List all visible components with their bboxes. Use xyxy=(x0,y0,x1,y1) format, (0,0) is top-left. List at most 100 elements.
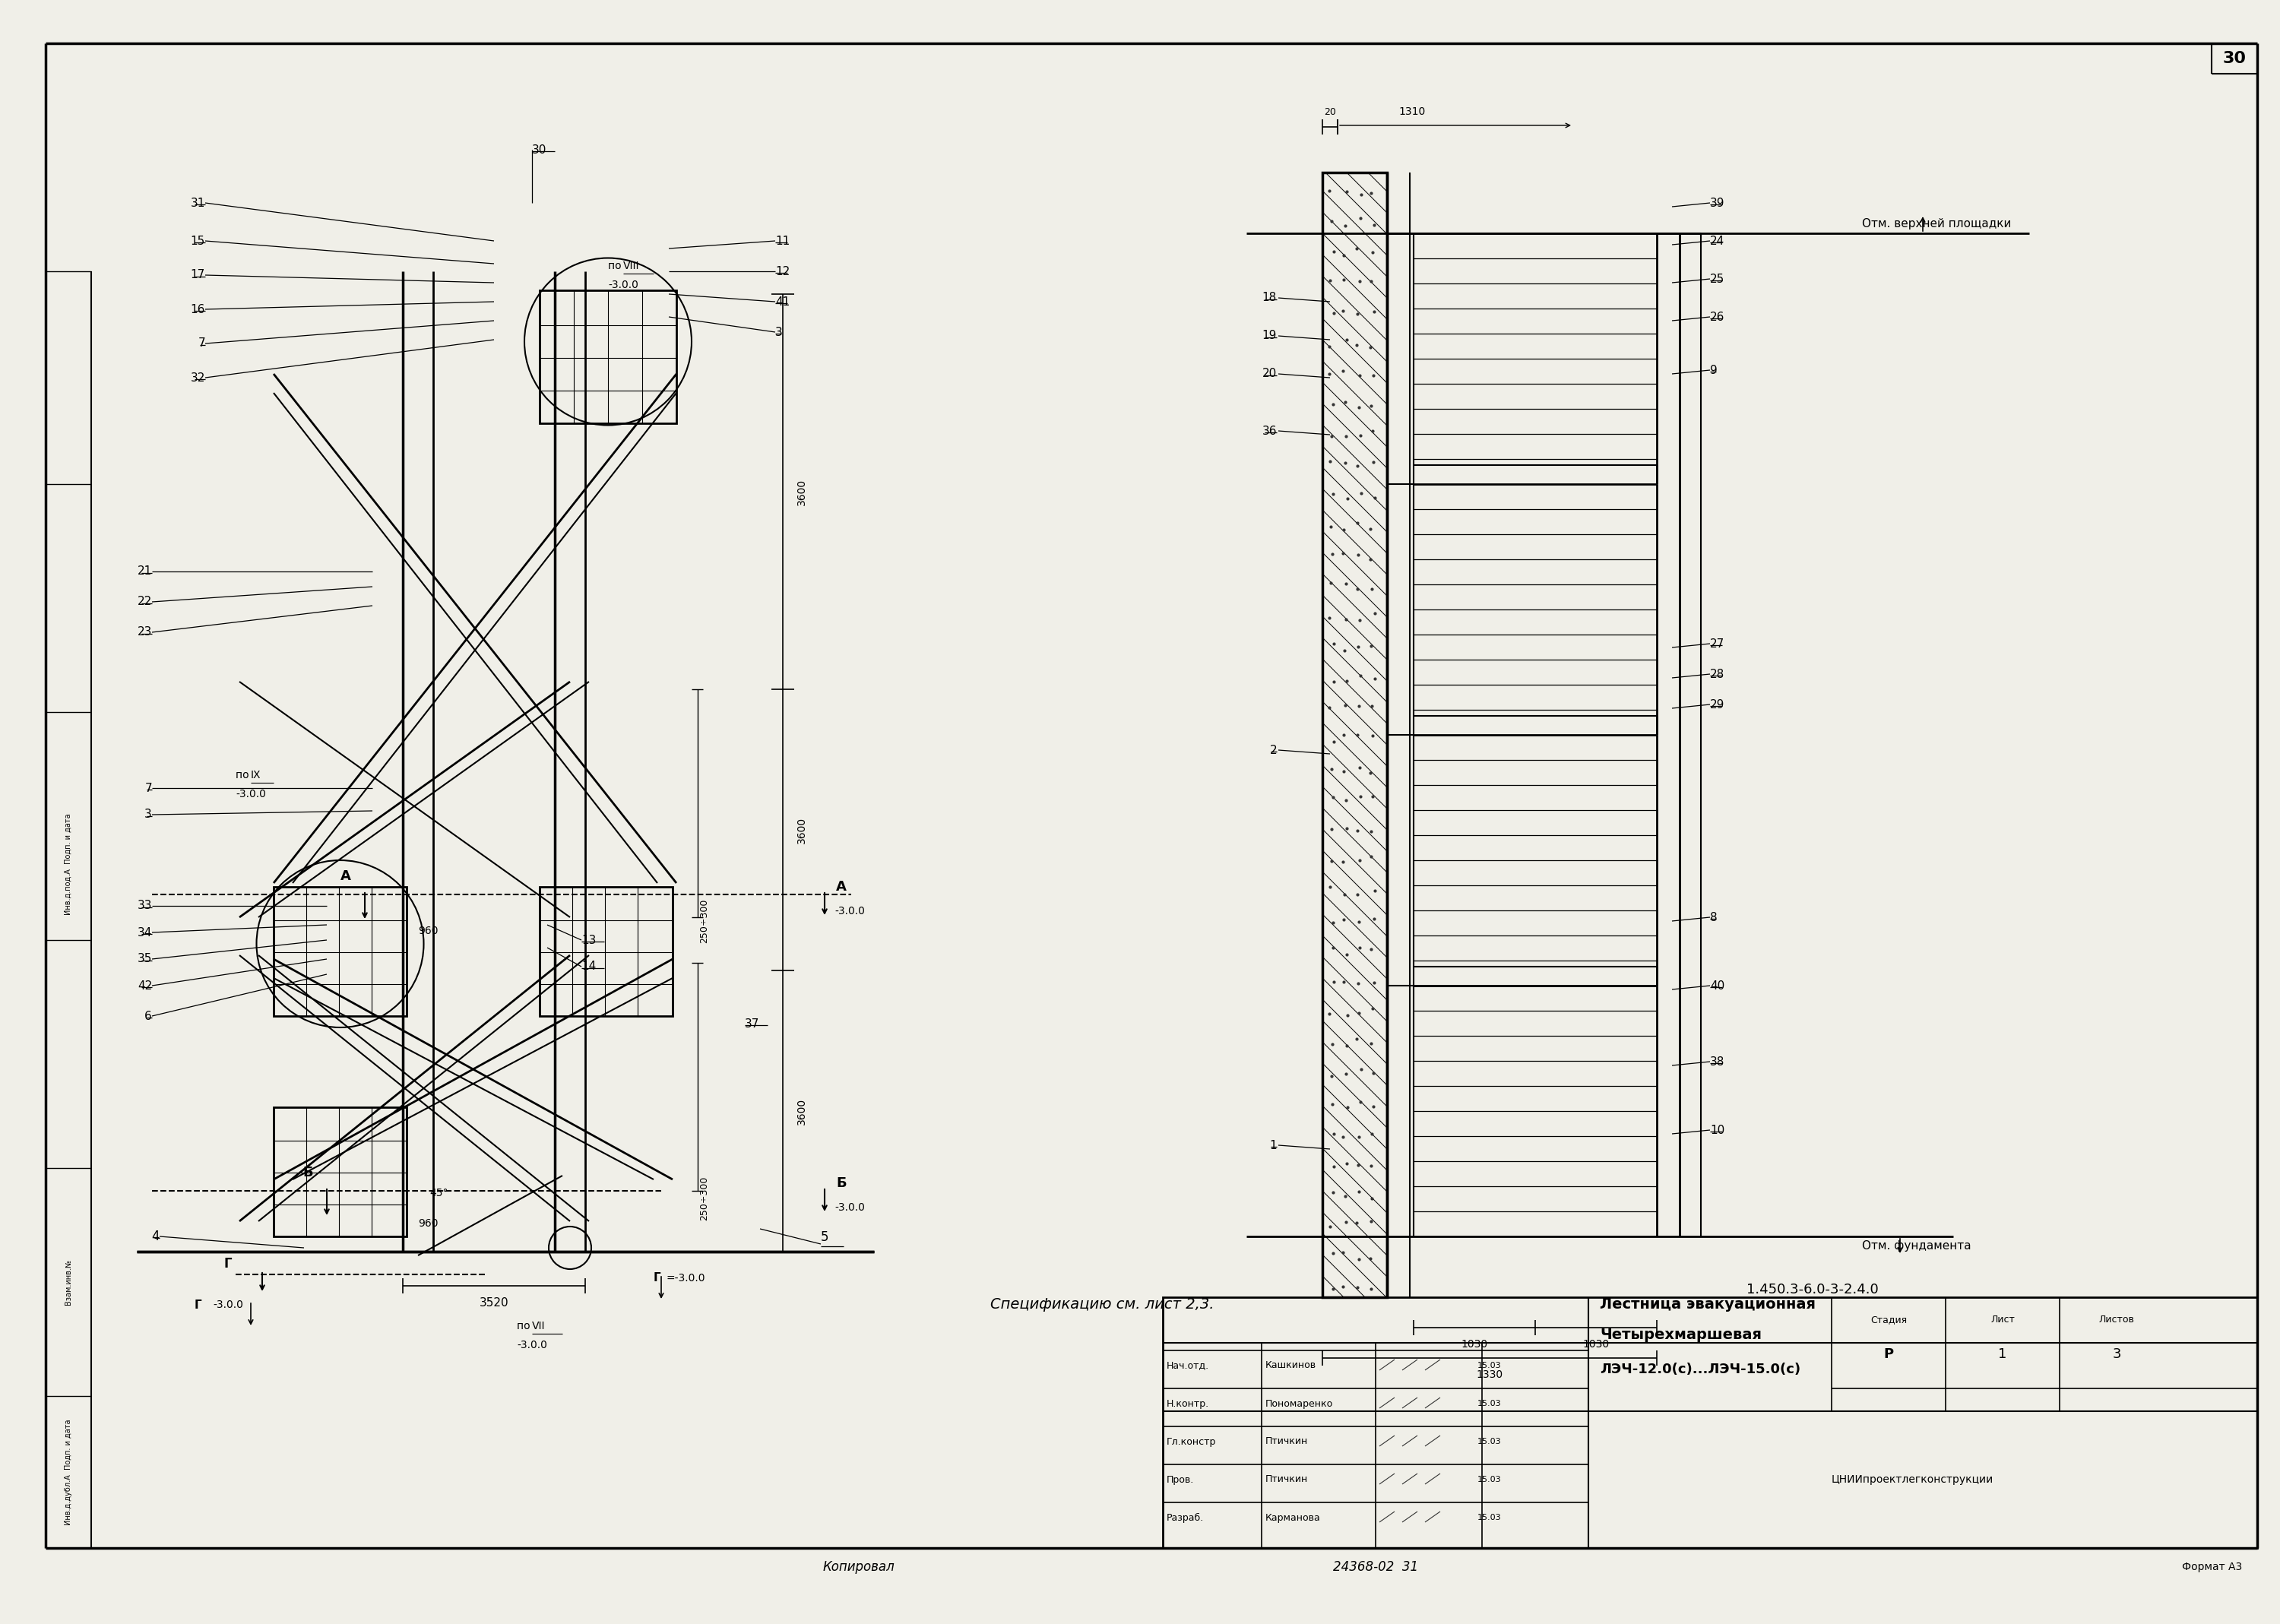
Text: 15.03: 15.03 xyxy=(1477,1400,1503,1408)
Text: -3.0.0: -3.0.0 xyxy=(518,1340,547,1351)
Text: 3: 3 xyxy=(775,326,782,338)
Text: А: А xyxy=(340,869,351,883)
Text: 41: 41 xyxy=(775,296,789,307)
Text: 27: 27 xyxy=(1710,638,1724,650)
Text: 31: 31 xyxy=(192,197,205,208)
Text: Р: Р xyxy=(1883,1348,1895,1361)
Text: 30: 30 xyxy=(531,145,547,156)
Text: 15.03: 15.03 xyxy=(1477,1363,1503,1369)
Text: 33: 33 xyxy=(137,900,153,911)
Text: Кашкинов: Кашкинов xyxy=(1265,1361,1316,1371)
Text: 11: 11 xyxy=(775,235,789,247)
Text: Спецификацию см. лист 2,3.: Спецификацию см. лист 2,3. xyxy=(990,1298,1213,1312)
Text: -3.0.0: -3.0.0 xyxy=(212,1299,244,1311)
Text: Гл.констр: Гл.констр xyxy=(1167,1437,1215,1447)
Text: IX: IX xyxy=(251,770,260,781)
Text: 1.450.3-6.0-3-2.4.0: 1.450.3-6.0-3-2.4.0 xyxy=(1746,1283,1879,1296)
Text: по: по xyxy=(518,1320,534,1332)
Text: 2: 2 xyxy=(1270,744,1277,755)
Text: 34: 34 xyxy=(137,927,153,939)
Text: 10: 10 xyxy=(1710,1124,1724,1135)
Text: Четырехмаршевая: Четырехмаршевая xyxy=(1601,1328,1762,1343)
Text: 20: 20 xyxy=(1263,369,1277,380)
Text: 15.03: 15.03 xyxy=(1477,1514,1503,1522)
Text: Лестница эвакуационная: Лестница эвакуационная xyxy=(1601,1298,1815,1312)
Text: 13: 13 xyxy=(581,934,595,945)
Bar xyxy=(540,291,677,424)
Text: Б: Б xyxy=(837,1176,846,1190)
Text: 15.03: 15.03 xyxy=(1477,1476,1503,1483)
Text: Карманова: Карманова xyxy=(1265,1512,1320,1523)
Text: 3600: 3600 xyxy=(796,479,807,505)
Text: 960: 960 xyxy=(417,1218,438,1229)
Text: 15.03: 15.03 xyxy=(1477,1437,1503,1445)
Text: 40: 40 xyxy=(1710,979,1724,991)
Text: 250÷300: 250÷300 xyxy=(700,898,709,944)
Text: VII: VII xyxy=(531,1320,545,1332)
Text: 15: 15 xyxy=(192,235,205,247)
Text: VIII: VIII xyxy=(622,261,638,271)
Text: 4: 4 xyxy=(150,1229,160,1244)
Text: Пров.: Пров. xyxy=(1167,1475,1195,1484)
Text: 39: 39 xyxy=(1710,197,1724,208)
Text: 1030: 1030 xyxy=(1582,1340,1610,1350)
Text: -3.0.0: -3.0.0 xyxy=(834,906,864,916)
Text: 1330: 1330 xyxy=(1475,1369,1503,1380)
Text: 32: 32 xyxy=(192,372,205,383)
Text: 3: 3 xyxy=(2111,1348,2120,1361)
Bar xyxy=(274,1108,406,1236)
Text: 960: 960 xyxy=(417,926,438,937)
Text: Нач.отд.: Нач.отд. xyxy=(1167,1361,1208,1371)
Text: по: по xyxy=(235,770,253,781)
Text: Лист: Лист xyxy=(1990,1315,2016,1325)
Text: 37: 37 xyxy=(746,1018,759,1030)
Text: Пономаренко: Пономаренко xyxy=(1265,1398,1334,1408)
Text: 12: 12 xyxy=(775,266,789,278)
Text: Г: Г xyxy=(194,1299,201,1311)
Text: 8: 8 xyxy=(1710,911,1717,922)
Text: 18: 18 xyxy=(1263,292,1277,304)
Text: -3.0.0: -3.0.0 xyxy=(834,1202,864,1213)
Text: 21: 21 xyxy=(137,565,153,577)
Text: -3.0.0: -3.0.0 xyxy=(235,789,267,799)
Text: 6: 6 xyxy=(144,1010,153,1021)
Text: 36: 36 xyxy=(1263,425,1277,437)
Text: ЦНИИпроектлегконструкции: ЦНИИпроектлегконструкции xyxy=(1831,1475,1993,1484)
Text: Птичкин: Птичкин xyxy=(1265,1437,1309,1447)
Text: 14: 14 xyxy=(581,961,595,973)
Text: 1: 1 xyxy=(1997,1348,2006,1361)
Text: 22: 22 xyxy=(137,596,153,607)
Text: 45°: 45° xyxy=(429,1187,447,1199)
Bar xyxy=(1322,172,1386,1298)
Text: Г: Г xyxy=(654,1273,661,1285)
Text: Копировал: Копировал xyxy=(823,1561,894,1574)
Text: Листов: Листов xyxy=(2100,1315,2134,1325)
Text: Г: Г xyxy=(223,1257,233,1270)
Text: Птичкин: Птичкин xyxy=(1265,1475,1309,1484)
Text: Взам.инв.№: Взам.инв.№ xyxy=(64,1259,73,1304)
Text: 1030: 1030 xyxy=(1461,1340,1489,1350)
Text: 1310: 1310 xyxy=(1398,107,1425,117)
Text: 25: 25 xyxy=(1710,273,1724,284)
Text: 1: 1 xyxy=(1270,1140,1277,1151)
Text: Разраб.: Разраб. xyxy=(1167,1512,1204,1523)
Text: Отм. фундамента: Отм. фундамента xyxy=(1863,1241,1972,1252)
Text: Инв.д.дубл.А  Подп. и дата: Инв.д.дубл.А Подп. и дата xyxy=(64,1419,73,1525)
Text: 17: 17 xyxy=(192,270,205,281)
Text: 19: 19 xyxy=(1263,330,1277,341)
Text: 7: 7 xyxy=(144,783,153,794)
Text: Отм. верхней площадки: Отм. верхней площадки xyxy=(1863,218,2011,229)
Text: 250÷300: 250÷300 xyxy=(700,1176,709,1221)
Text: 29: 29 xyxy=(1710,698,1724,710)
Text: 30: 30 xyxy=(2223,50,2246,67)
Text: 9: 9 xyxy=(1710,364,1717,375)
Text: 24368-02  31: 24368-02 31 xyxy=(1334,1561,1418,1574)
Text: 3600: 3600 xyxy=(796,817,807,843)
Text: 26: 26 xyxy=(1710,312,1724,323)
Text: 20: 20 xyxy=(1325,107,1336,117)
Text: 23: 23 xyxy=(137,627,153,638)
Text: 42: 42 xyxy=(137,979,153,991)
Text: Формат А3: Формат А3 xyxy=(2182,1562,2241,1572)
Bar xyxy=(540,887,673,1017)
Text: 38: 38 xyxy=(1710,1056,1724,1067)
